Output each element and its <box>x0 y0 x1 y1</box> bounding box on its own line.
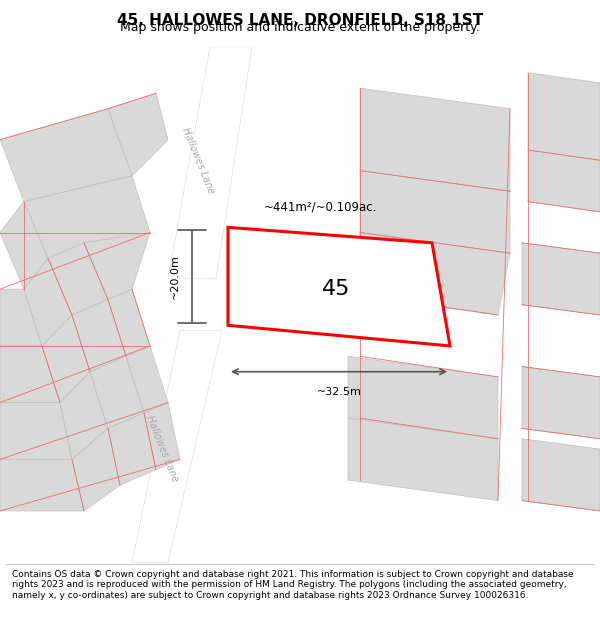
Text: 45: 45 <box>322 279 350 299</box>
Polygon shape <box>522 366 600 439</box>
Polygon shape <box>24 258 72 346</box>
Polygon shape <box>72 299 126 372</box>
Polygon shape <box>126 346 168 413</box>
Polygon shape <box>0 289 42 346</box>
Polygon shape <box>42 315 90 402</box>
Polygon shape <box>132 331 222 562</box>
Polygon shape <box>360 171 510 253</box>
Polygon shape <box>84 232 150 299</box>
Polygon shape <box>522 439 600 511</box>
Polygon shape <box>108 289 150 356</box>
Polygon shape <box>348 356 498 439</box>
Polygon shape <box>360 88 510 191</box>
Text: ~20.0m: ~20.0m <box>170 254 180 299</box>
Polygon shape <box>0 346 60 403</box>
Polygon shape <box>168 47 252 279</box>
Polygon shape <box>90 356 144 429</box>
Polygon shape <box>258 242 420 320</box>
Polygon shape <box>348 232 510 315</box>
Text: ~32.5m: ~32.5m <box>317 387 361 398</box>
Polygon shape <box>228 228 450 346</box>
Text: 45, HALLOWES LANE, DRONFIELD, S18 1ST: 45, HALLOWES LANE, DRONFIELD, S18 1ST <box>117 13 483 28</box>
Polygon shape <box>0 109 132 201</box>
Polygon shape <box>60 372 108 459</box>
Polygon shape <box>0 402 72 459</box>
Polygon shape <box>348 418 498 501</box>
Polygon shape <box>522 242 600 315</box>
Text: Contains OS data © Crown copyright and database right 2021. This information is : Contains OS data © Crown copyright and d… <box>12 570 574 600</box>
Polygon shape <box>24 176 150 258</box>
Polygon shape <box>144 402 180 470</box>
Polygon shape <box>0 459 84 511</box>
Text: ~441m²/~0.109ac.: ~441m²/~0.109ac. <box>264 200 377 213</box>
Text: Map shows position and indicative extent of the property.: Map shows position and indicative extent… <box>120 21 480 34</box>
Polygon shape <box>0 201 48 289</box>
Polygon shape <box>528 72 600 160</box>
Polygon shape <box>108 413 156 485</box>
Polygon shape <box>528 150 600 212</box>
Text: Hallowes Lane: Hallowes Lane <box>144 414 180 484</box>
Polygon shape <box>108 93 168 176</box>
Text: Hallowes Lane: Hallowes Lane <box>180 126 216 195</box>
Polygon shape <box>48 242 108 315</box>
Polygon shape <box>72 429 120 511</box>
